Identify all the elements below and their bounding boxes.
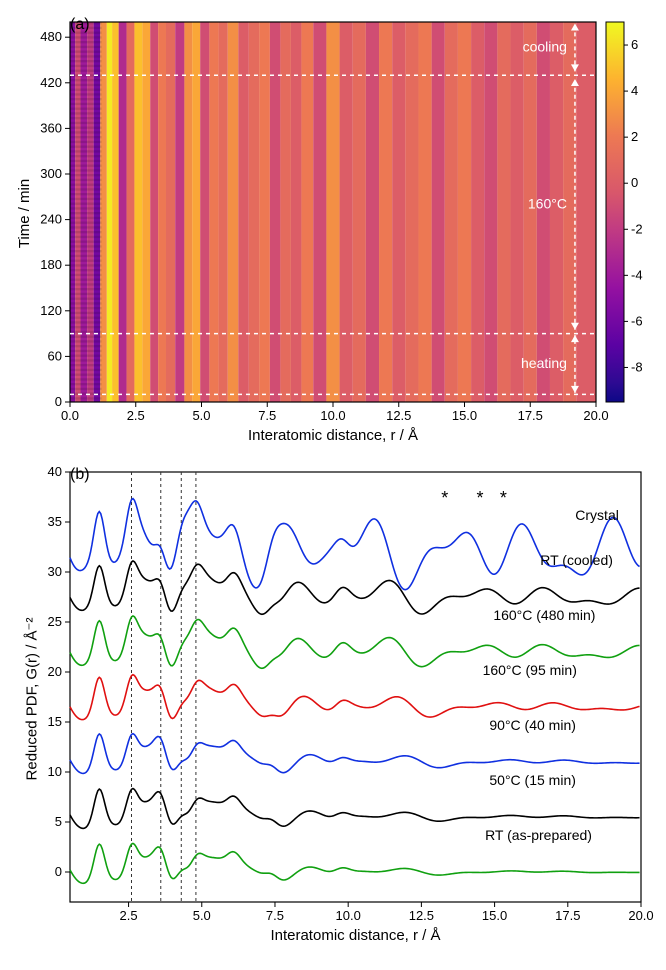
svg-text:10.0: 10.0 xyxy=(320,408,345,423)
svg-text:480: 480 xyxy=(40,29,62,44)
svg-text:-2: -2 xyxy=(631,221,643,236)
panel-b-svg: Crystal RT (cooled) 160°C (480 min) 160°C (… xyxy=(10,460,656,950)
svg-text:10: 10 xyxy=(48,764,62,779)
svg-text:300: 300 xyxy=(40,166,62,181)
svg-text:15.0: 15.0 xyxy=(482,908,507,923)
svg-text:20.0: 20.0 xyxy=(583,408,608,423)
svg-text:40: 40 xyxy=(48,464,62,479)
svg-text:360: 360 xyxy=(40,120,62,135)
svg-text:-4: -4 xyxy=(631,267,643,282)
star-marker: * xyxy=(441,488,448,508)
svg-text:120: 120 xyxy=(40,303,62,318)
trace-label: 50°C (15 min) xyxy=(489,772,576,788)
svg-text:4: 4 xyxy=(631,83,638,98)
svg-text:30: 30 xyxy=(48,564,62,579)
svg-text:10.0: 10.0 xyxy=(336,908,361,923)
svg-text:7.5: 7.5 xyxy=(266,908,284,923)
svg-text:180: 180 xyxy=(40,257,62,272)
svg-text:7.5: 7.5 xyxy=(258,408,276,423)
trace-label: Crystal xyxy=(575,507,619,523)
trace-label: RT (cooled) xyxy=(540,552,613,568)
panel-b-label: (b) xyxy=(70,466,90,484)
trace-label: RT (as-prepared) xyxy=(485,827,592,843)
svg-text:15: 15 xyxy=(48,714,62,729)
panel-a-ylabel: Time / min xyxy=(16,179,33,248)
svg-text:12.5: 12.5 xyxy=(386,408,411,423)
svg-text:35: 35 xyxy=(48,514,62,529)
trace-label: 90°C (40 min) xyxy=(489,717,576,733)
panel-b-ylabel: Reduced PDF, G(r) / Å⁻² xyxy=(22,618,40,781)
panel-a-label: (a) xyxy=(70,16,90,34)
svg-text:17.5: 17.5 xyxy=(555,908,580,923)
panel-a-svg: heating 160°C cooling 0.0 2.5 5.0 7.5 10.0 12.5 1… xyxy=(10,10,656,450)
svg-text:heating: heating xyxy=(521,355,567,371)
star-marker: * xyxy=(476,488,483,508)
svg-text:2: 2 xyxy=(631,129,638,144)
svg-text:-8: -8 xyxy=(631,359,643,374)
svg-text:0: 0 xyxy=(55,394,62,409)
svg-text:17.5: 17.5 xyxy=(518,408,543,423)
svg-text:20.0: 20.0 xyxy=(628,908,653,923)
svg-text:5: 5 xyxy=(55,814,62,829)
svg-text:5.0: 5.0 xyxy=(193,908,211,923)
svg-text:420: 420 xyxy=(40,75,62,90)
svg-text:0: 0 xyxy=(631,175,638,190)
svg-text:0.0: 0.0 xyxy=(61,408,79,423)
panel-b-xlabel: Interatomic distance, r / Å xyxy=(270,927,440,944)
panel-b: (b) Reduced PDF, G(r) / Å⁻² Crystal RT (c… xyxy=(10,460,666,950)
svg-text:0: 0 xyxy=(55,864,62,879)
trace-label: 160°C (95 min) xyxy=(483,662,577,678)
svg-text:60: 60 xyxy=(48,348,62,363)
svg-text:-6: -6 xyxy=(631,313,643,328)
panel-a: (a) Time / min heating 160°C cooling 0.0 2.5… xyxy=(10,10,666,450)
panel-a-xlabel: Interatomic distance, r / Å xyxy=(248,427,418,444)
svg-text:6: 6 xyxy=(631,37,638,52)
svg-text:240: 240 xyxy=(40,212,62,227)
svg-text:cooling: cooling xyxy=(523,38,567,54)
svg-text:12.5: 12.5 xyxy=(409,908,434,923)
star-marker: * xyxy=(500,488,507,508)
svg-text:2.5: 2.5 xyxy=(127,408,145,423)
svg-text:5.0: 5.0 xyxy=(192,408,210,423)
svg-text:2.5: 2.5 xyxy=(120,908,138,923)
trace-label: 160°C (480 min) xyxy=(493,607,595,623)
svg-text:20: 20 xyxy=(48,664,62,679)
svg-text:25: 25 xyxy=(48,614,62,629)
svg-text:160°C: 160°C xyxy=(528,195,567,211)
svg-text:15.0: 15.0 xyxy=(452,408,477,423)
